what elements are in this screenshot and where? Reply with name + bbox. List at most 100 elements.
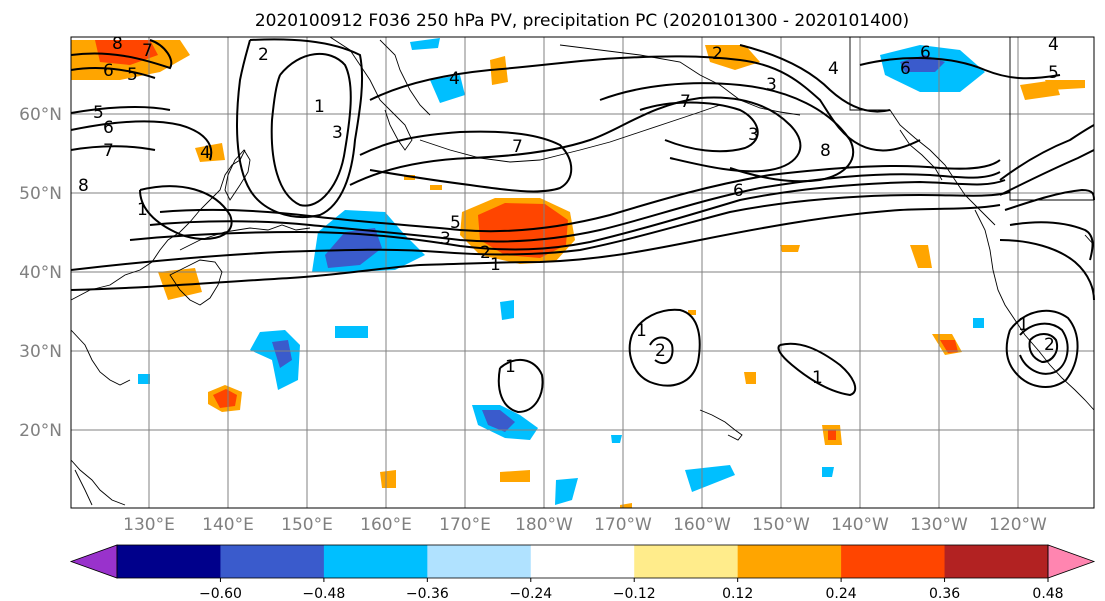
contour-label: 3 [440, 229, 451, 249]
precip-negative-region [500, 300, 514, 320]
colorbar-tick-label: 0.36 [929, 586, 960, 601]
precip-positive-region [828, 430, 836, 440]
colorbar-segment [841, 545, 946, 578]
contour-label: 4 [200, 143, 211, 163]
colorbar-segment [323, 545, 428, 578]
lon-label: 140°W [831, 515, 889, 535]
contour-label: 2 [1044, 335, 1055, 355]
precip-negative-region [555, 478, 578, 505]
precip-positive-region [490, 56, 508, 85]
lon-label: 120°W [989, 515, 1047, 535]
longitude-labels: 130°E 140°E 150°E 160°E 170°E 180°W 170°… [123, 515, 1047, 535]
lat-label-40n: 40°N [19, 263, 62, 283]
precip-negative-region [611, 435, 622, 443]
precip-positive-region [940, 340, 958, 353]
lon-label: 130°E [123, 515, 175, 535]
colorbar-segment [737, 545, 842, 578]
contour-label: 4 [449, 69, 460, 89]
precip-negative-region [822, 467, 834, 477]
contour-label: 7 [512, 137, 523, 157]
contour-label: 5 [1048, 63, 1059, 83]
precip-negative-region [335, 326, 368, 338]
precip-positive-region [1045, 80, 1085, 90]
colorbar-tick-label: −0.24 [509, 586, 552, 601]
colorbar-tick-label: 0.48 [1032, 586, 1063, 601]
colorbar-tick-label: −0.60 [199, 586, 242, 601]
precip-positive-region [500, 470, 530, 482]
lon-label: 130°W [910, 515, 968, 535]
colorbar-outline [116, 544, 1049, 579]
precip-positive-region [744, 372, 756, 384]
precip-positive-region [910, 245, 932, 268]
map-frame [70, 36, 1095, 509]
contour-label: 3 [766, 75, 777, 95]
contour-label: 2 [480, 243, 491, 263]
contour-labels: 8 7 6 5 2 1 3 4 5 6 7 8 3 2 1 4 1 7 6 2 … [78, 34, 1059, 388]
contour-label: 6 [103, 61, 114, 81]
colorbar-segment [220, 545, 325, 578]
contour-label: 1 [636, 321, 647, 341]
colorbar-ticks: −0.60 −0.48 −0.36 −0.24 −0.12 0.12 0.24 0.36 0.4… [199, 578, 1064, 601]
contour-label: 4 [828, 59, 839, 79]
colorbar-segment [530, 545, 635, 578]
colorbar-extend-min [69, 544, 118, 579]
precip-negative-region [430, 75, 465, 103]
precip-positive-region [213, 389, 237, 408]
precip-positive-region [705, 45, 760, 70]
precip-negative-region [482, 410, 515, 432]
contour-label: 3 [748, 125, 759, 145]
lat-label-30n: 30°N [19, 342, 62, 362]
precip-negative-region [325, 228, 382, 268]
colorbar-segment [634, 545, 739, 578]
contour-label: 2 [258, 45, 269, 65]
lon-label: 140°E [202, 515, 254, 535]
precip-positive-region [430, 185, 442, 190]
lon-label: 170°W [594, 515, 652, 535]
colorbar-segment [117, 545, 221, 578]
contour-label: 1 [505, 357, 516, 377]
contour-label: 7 [103, 141, 114, 161]
contour-label: 1 [314, 97, 325, 117]
lat-label-60n: 60°N [19, 105, 62, 125]
latitude-labels: 60°N 50°N 40°N 30°N 20°N [19, 105, 62, 441]
lat-label-50n: 50°N [19, 184, 62, 204]
colorbar-tick-label: 0.24 [826, 586, 857, 601]
coastlines [70, 36, 1095, 506]
lon-label: 150°W [752, 515, 810, 535]
contour-label: 6 [920, 43, 931, 63]
contour-label: 6 [103, 118, 114, 138]
precip-positive-region [380, 470, 396, 488]
precip-negative-region [138, 374, 150, 384]
lat-label-20n: 20°N [19, 421, 62, 441]
lon-label: 150°E [281, 515, 333, 535]
contour-label: 4 [1048, 35, 1059, 55]
colorbar-segment [427, 545, 532, 578]
precip-positive-region [195, 143, 225, 162]
colorbar-tick-label: −0.36 [406, 586, 449, 601]
contour-label: 6 [733, 181, 744, 201]
contour-label: 8 [78, 176, 89, 196]
contour-label: 7 [680, 92, 691, 112]
contour-label: 8 [820, 141, 831, 161]
map-title: 2020100912 F036 250 hPa PV, precipitatio… [255, 11, 909, 31]
lon-label: 160°E [360, 515, 412, 535]
precip-negative-region [973, 318, 984, 328]
precip-negative-region [272, 340, 292, 368]
precip-negative-region [410, 38, 440, 50]
lon-label: 180°W [515, 515, 573, 535]
colorbar-segment [944, 545, 1049, 578]
contour-label: 7 [142, 41, 153, 61]
colorbar-tick-label: −0.12 [613, 586, 656, 601]
lon-label: 160°W [673, 515, 731, 535]
contour-label: 1 [137, 200, 148, 220]
lon-label: 170°E [439, 515, 491, 535]
contour-label: 8 [112, 34, 123, 54]
contour-label: 1 [812, 368, 823, 388]
precip-positive-region [780, 245, 800, 252]
contour-label: 5 [127, 65, 138, 85]
contour-label: 2 [712, 44, 723, 64]
colorbar-tick-label: −0.48 [302, 586, 345, 601]
contour-label: 5 [93, 103, 104, 123]
